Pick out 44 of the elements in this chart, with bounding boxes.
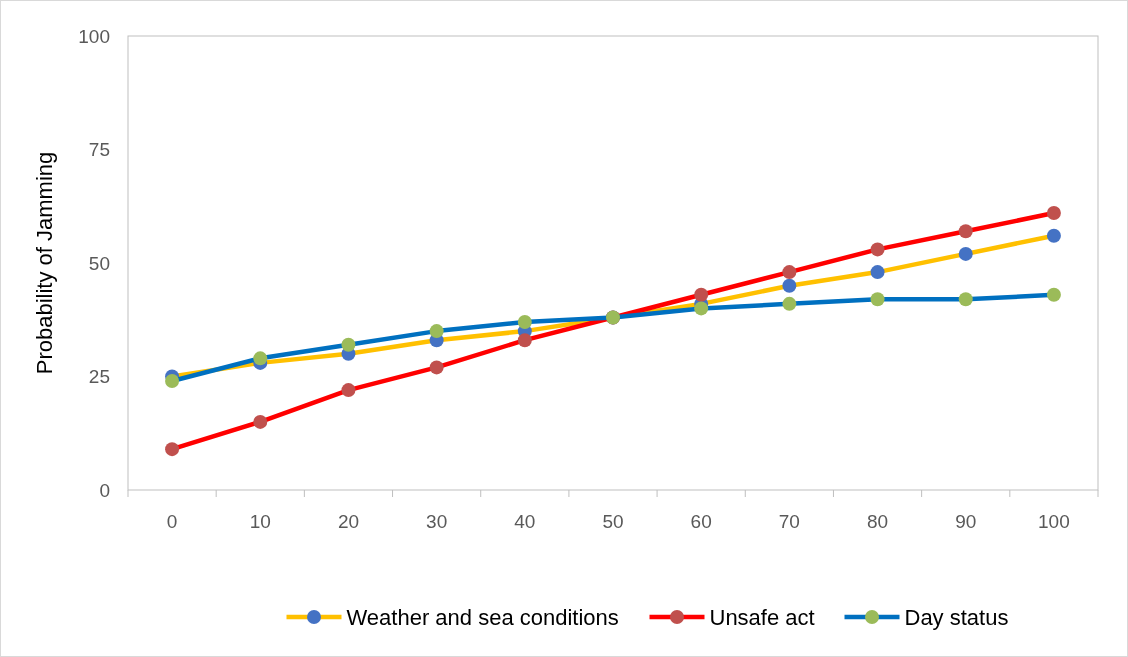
legend-label: Weather and sea conditions <box>346 604 619 630</box>
y-tick-label: 0 <box>99 479 110 501</box>
point <box>165 374 180 389</box>
point <box>165 442 180 457</box>
point <box>782 265 797 280</box>
point <box>1046 228 1061 243</box>
point <box>253 414 268 429</box>
x-tick-label: 90 <box>955 511 977 532</box>
x-tick-label: 10 <box>249 511 271 532</box>
point <box>517 315 532 330</box>
legend-label: Day status <box>904 604 1009 630</box>
x-tick-label: 60 <box>690 511 712 532</box>
legend-label: Unsafe act <box>709 604 815 630</box>
x-tick-label: 0 <box>166 511 178 532</box>
x-tick-label: 100 <box>1038 511 1070 532</box>
point <box>341 337 356 352</box>
x-tick-label: 30 <box>426 511 448 532</box>
point <box>429 360 444 375</box>
point <box>694 287 709 302</box>
point <box>958 292 973 307</box>
y-tick-label: 100 <box>78 25 110 47</box>
x-tick-label: 80 <box>866 511 889 532</box>
point <box>1046 206 1061 221</box>
x-tick-label: 20 <box>337 511 360 532</box>
point <box>782 296 797 311</box>
y-tick-label: 25 <box>88 366 110 388</box>
point <box>1046 287 1061 302</box>
y-tick-label: 50 <box>88 252 110 274</box>
x-tick-label: 70 <box>778 511 800 532</box>
point <box>341 383 356 398</box>
point <box>429 324 444 339</box>
x-tick-label: 40 <box>514 511 536 532</box>
point <box>517 333 532 348</box>
y-axis-title: Probability of Jamming <box>32 151 57 375</box>
y-tick-label: 75 <box>88 139 110 161</box>
x-tick-label: 50 <box>602 511 624 532</box>
point <box>870 242 885 257</box>
point <box>958 246 973 261</box>
point <box>958 224 973 239</box>
point <box>782 278 797 293</box>
point <box>870 265 885 280</box>
point <box>694 301 709 316</box>
point <box>253 351 268 366</box>
point <box>870 292 885 307</box>
